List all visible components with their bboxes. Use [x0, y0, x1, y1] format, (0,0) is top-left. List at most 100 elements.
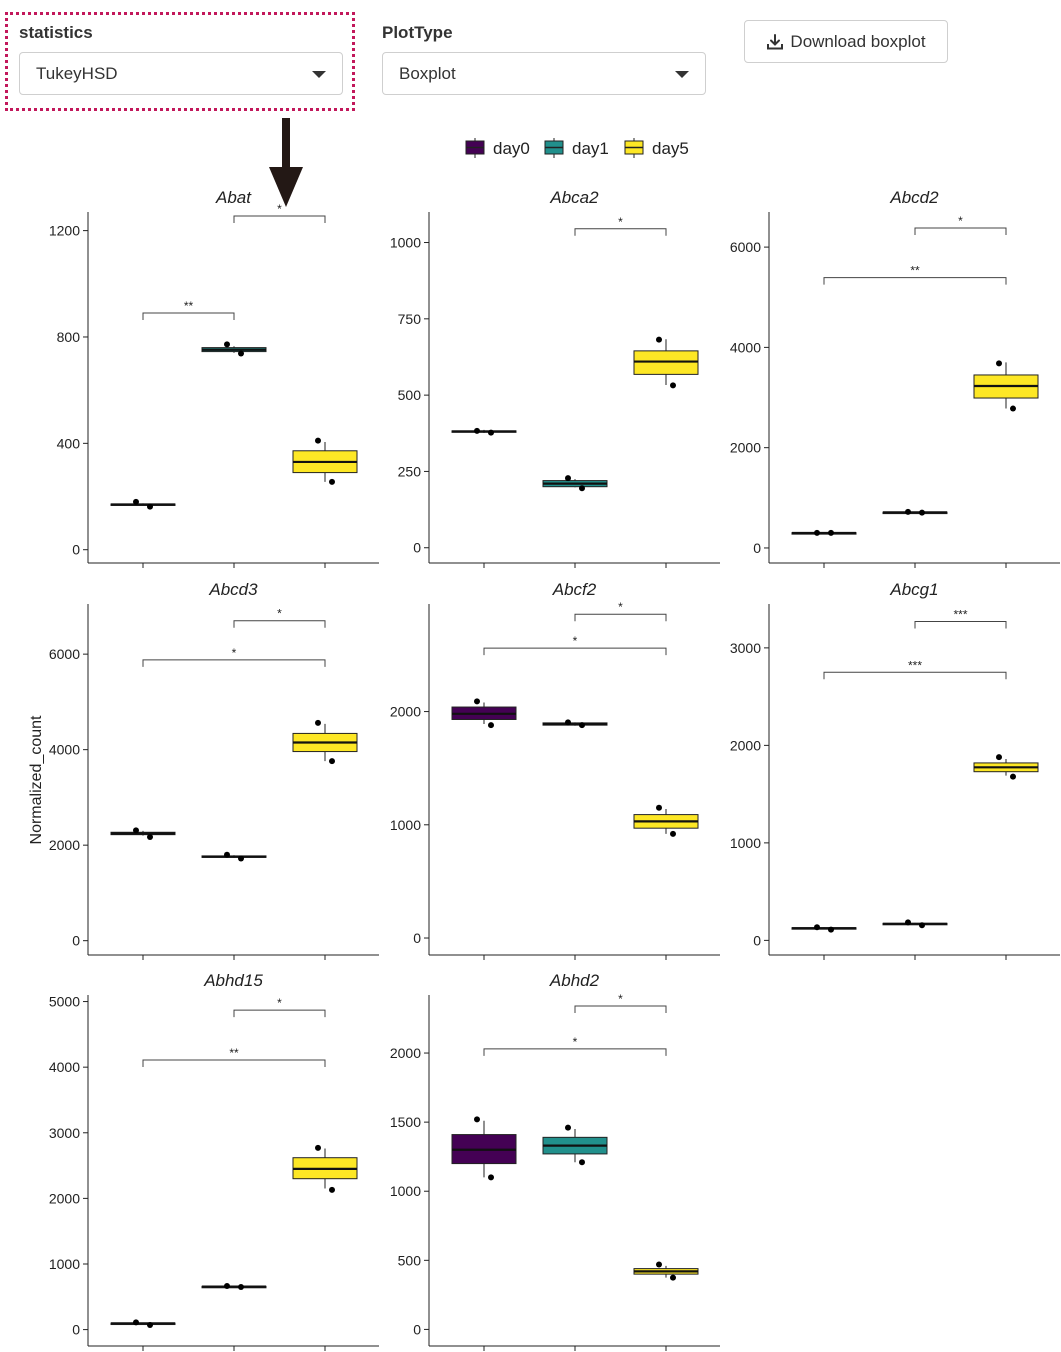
significance-label: ***: [953, 608, 967, 622]
y-tick-label: 6000: [730, 239, 761, 255]
data-point: [488, 722, 494, 729]
y-tick-label: 0: [72, 1322, 80, 1338]
data-point: [565, 475, 571, 482]
y-tick-label: 750: [398, 311, 422, 327]
legend-label-day1: day1: [572, 139, 609, 158]
significance-label: *: [958, 214, 963, 228]
panel-title-abcf2: Abcf2: [552, 580, 597, 599]
plottype-select-value: Boxplot: [399, 63, 456, 83]
data-point: [224, 851, 230, 858]
significance-label: *: [277, 996, 282, 1010]
data-point: [828, 926, 834, 933]
panel-title-abcg1: Abcg1: [889, 580, 938, 599]
significance-bracket: [483, 647, 667, 656]
data-point: [474, 1116, 480, 1123]
data-point: [224, 341, 230, 348]
significance-label: *: [573, 1035, 578, 1049]
significance-bracket: [574, 228, 667, 236]
significance-label: **: [229, 1046, 239, 1060]
significance-bracket: [142, 312, 235, 321]
y-tick-label: 3000: [49, 1125, 80, 1141]
data-point: [133, 1319, 139, 1326]
data-point: [1010, 405, 1016, 412]
data-point: [238, 855, 244, 862]
data-point: [315, 437, 321, 444]
data-point: [814, 529, 820, 536]
data-point: [224, 1282, 230, 1289]
data-point: [488, 429, 494, 436]
data-point: [315, 719, 321, 726]
chevron-down-icon: [675, 71, 689, 78]
data-point: [919, 922, 925, 929]
statistics-label: statistics: [19, 23, 93, 42]
significance-bracket: [823, 277, 1007, 285]
statistics-select[interactable]: TukeyHSD: [19, 52, 343, 95]
y-tick-label: 0: [413, 930, 421, 946]
significance-label: **: [184, 299, 194, 313]
y-tick-label: 2000: [730, 440, 761, 456]
chevron-down-icon: [312, 71, 326, 78]
data-point: [474, 698, 480, 705]
significance-label: *: [277, 202, 282, 216]
data-point: [1010, 773, 1016, 780]
panel-title-abhd15: Abhd15: [203, 971, 263, 990]
data-point: [147, 503, 153, 510]
download-icon: [767, 33, 784, 49]
significance-bracket: [823, 671, 1007, 680]
download-boxplot-label: Download boxplot: [790, 31, 926, 51]
y-tick-label: 4000: [49, 1059, 80, 1075]
data-point: [133, 498, 139, 505]
y-tick-label: 2000: [49, 1190, 80, 1206]
y-tick-label: 2000: [390, 704, 421, 720]
data-point: [919, 509, 925, 516]
significance-label: *: [618, 992, 623, 1006]
y-tick-label: 2000: [730, 737, 761, 753]
y-tick-label: 0: [72, 933, 80, 949]
data-point: [996, 360, 1002, 367]
legend-label-day5: day5: [652, 139, 689, 158]
y-tick-label: 2000: [390, 1045, 421, 1061]
data-point: [579, 722, 585, 729]
data-point: [329, 758, 335, 765]
data-point: [579, 1159, 585, 1166]
y-tick-label: 1200: [49, 223, 80, 239]
data-point: [565, 719, 571, 726]
download-boxplot-button[interactable]: Download boxplot: [744, 20, 948, 63]
y-tick-label: 0: [753, 932, 761, 948]
plottype-select[interactable]: Boxplot: [382, 52, 706, 95]
panel-title-abca2: Abca2: [549, 188, 599, 207]
data-point: [147, 1322, 153, 1329]
statistics-select-value: TukeyHSD: [36, 63, 118, 83]
significance-label: *: [232, 646, 237, 660]
significance-bracket: [483, 1048, 667, 1056]
panel-title-abhd2: Abhd2: [549, 971, 600, 990]
significance-bracket: [914, 621, 1007, 629]
data-point: [147, 834, 153, 841]
data-point: [670, 830, 676, 837]
y-tick-label: 0: [72, 542, 80, 558]
y-tick-label: 500: [398, 1252, 422, 1268]
y-tick-label: 1000: [390, 235, 421, 251]
data-point: [133, 827, 139, 834]
y-tick-label: 0: [413, 1321, 421, 1337]
panel-title-abcd3: Abcd3: [208, 580, 258, 599]
data-point: [565, 1124, 571, 1131]
data-point: [996, 754, 1002, 761]
y-tick-label: 0: [753, 540, 761, 556]
y-tick-label: 1000: [49, 1256, 80, 1272]
plottype-label: PlotType: [382, 23, 453, 42]
y-tick-label: 1000: [390, 817, 421, 833]
significance-label: **: [910, 264, 920, 278]
y-tick-label: 4000: [730, 339, 761, 355]
arrow-down-icon: [269, 118, 303, 207]
data-point: [474, 427, 480, 434]
data-point: [329, 1186, 335, 1193]
legend-label-day0: day0: [493, 139, 530, 158]
data-point: [670, 1274, 676, 1281]
y-tick-label: 3000: [730, 640, 761, 656]
y-tick-label: 800: [57, 329, 81, 345]
significance-label: *: [277, 607, 282, 621]
significance-bracket: [233, 620, 326, 628]
data-point: [329, 478, 335, 485]
data-point: [656, 804, 662, 811]
